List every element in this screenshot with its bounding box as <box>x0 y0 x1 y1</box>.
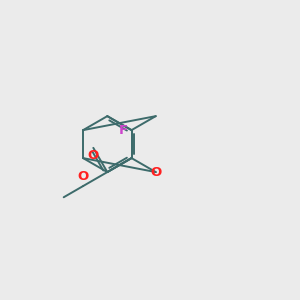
Text: O: O <box>150 166 161 178</box>
Text: O: O <box>88 149 99 162</box>
Text: O: O <box>77 169 89 182</box>
Text: F: F <box>119 124 128 136</box>
